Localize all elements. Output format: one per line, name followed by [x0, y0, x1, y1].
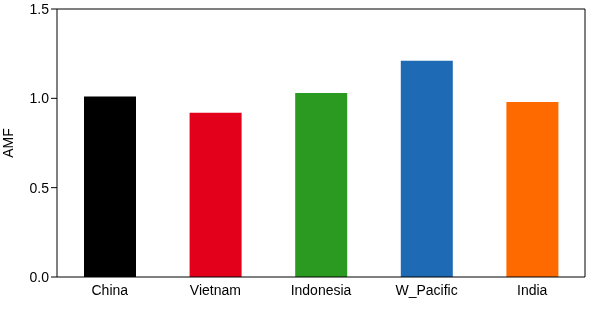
svg-text:0.5: 0.5: [30, 180, 50, 196]
svg-text:China: China: [92, 282, 129, 298]
svg-text:0.0: 0.0: [30, 269, 50, 285]
svg-text:Indonesia: Indonesia: [291, 282, 352, 298]
svg-text:1.5: 1.5: [30, 1, 50, 17]
svg-text:W_Pacific: W_Pacific: [395, 282, 457, 298]
svg-text:1.0: 1.0: [30, 90, 50, 106]
svg-text:India: India: [517, 282, 548, 298]
svg-text:Vietnam: Vietnam: [190, 282, 241, 298]
svg-text:AMF: AMF: [8, 128, 16, 158]
